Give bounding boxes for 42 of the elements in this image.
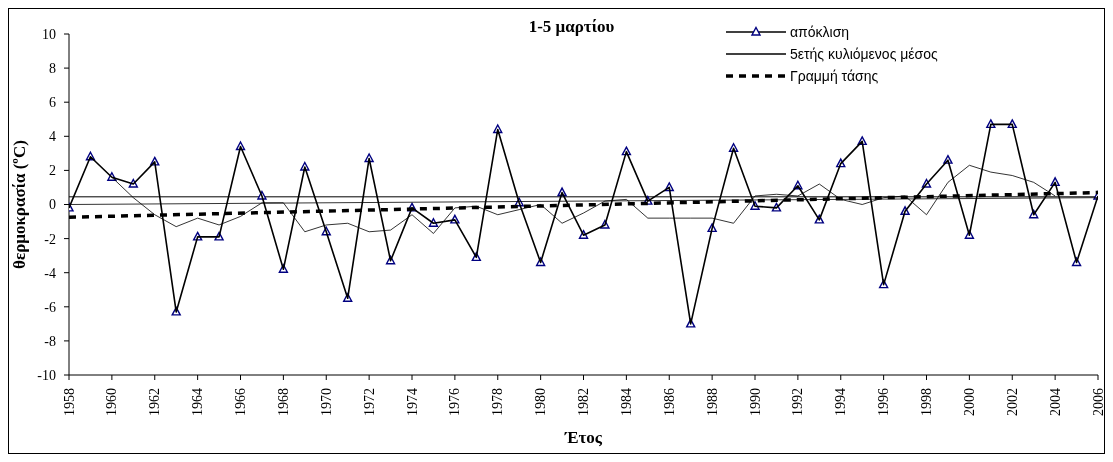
x-axis-title: Έτος [563,428,603,447]
y-tick-label: 0 [49,197,56,213]
chart-title: 1-5 μαρτίου [528,17,615,36]
x-tick-label: 1986 [661,388,677,416]
x-tick-label: 1962 [147,388,163,416]
y-tick-label: 10 [42,26,56,42]
y-tick-label: -10 [37,367,56,383]
x-tick-label: 1990 [747,388,763,416]
x-tick-label: 1974 [404,388,420,416]
x-tick-label: 1992 [790,388,806,416]
legend-label: απόκλιση [790,24,850,40]
y-tick-label: -2 [44,231,56,247]
x-tick-label: 1972 [361,388,377,416]
y-tick-label: -4 [44,265,56,281]
x-tick-label: 2006 [1090,388,1106,416]
x-tick-label: 1964 [190,388,206,416]
x-tick-label: 1958 [61,388,77,416]
x-tick-label: 1966 [233,388,248,416]
y-tick-label: -8 [44,333,56,349]
x-tick-label: 1978 [490,388,506,416]
y-tick-label: 2 [49,163,56,179]
x-tick-label: 2000 [961,388,977,416]
x-tick-label: 1996 [876,388,892,416]
x-tick-label: 2004 [1047,388,1063,416]
legend-label: Γραμμή τάσης [790,68,879,84]
x-tick-label: 1984 [618,388,634,416]
x-tick-label: 1968 [275,388,291,416]
x-tick-label: 1982 [576,388,591,416]
x-tick-label: 1988 [704,388,720,416]
y-tick-label: 8 [49,61,56,77]
x-tick-label: 2002 [1004,388,1020,416]
x-tick-label: 1976 [447,388,463,416]
y-tick-label: 4 [49,129,56,145]
x-tick-label: 1960 [104,388,120,416]
y-tick-label: 6 [49,95,56,111]
legend-label: 5ετής κυλιόμενος μέσος [790,46,938,62]
x-tick-label: 1980 [533,388,549,416]
x-tick-label: 1998 [919,388,934,416]
y-axis-title: θερμοκρασία (ºC) [10,140,30,269]
x-tick-label: 1970 [318,388,334,416]
y-tick-label: -6 [44,299,56,315]
x-tick-label: 1994 [833,388,849,416]
